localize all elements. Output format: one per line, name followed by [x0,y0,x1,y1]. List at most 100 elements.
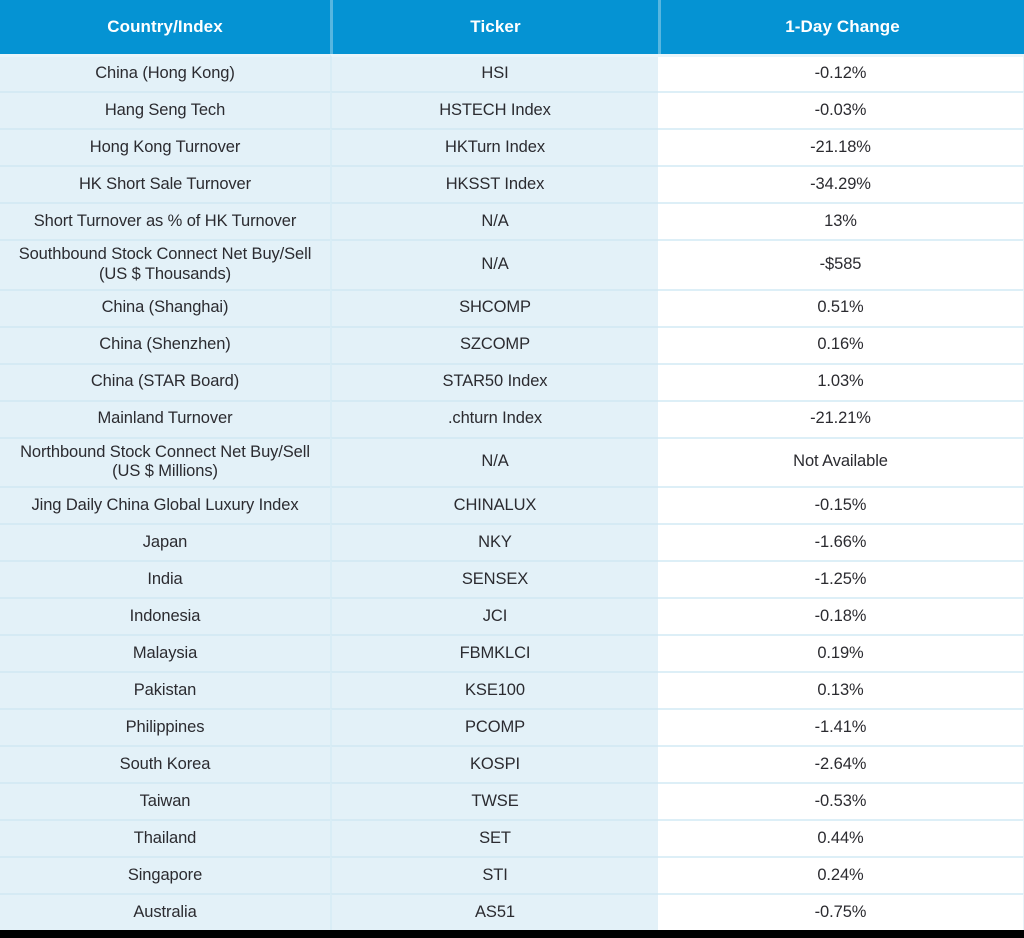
country-index-cell: Southbound Stock Connect Net Buy/Sell (U… [0,239,330,289]
change-cell: -0.18% [658,597,1024,635]
table-row-thailand: Thailand SET 0.44% [0,819,1024,857]
column-header-1-day-change: 1-Day Change [658,0,1024,54]
ticker-cell: .chturn Index [330,399,658,437]
table-row-hk-short-sale-turnover: HK Short Sale Turnover HKSST Index -34.2… [0,165,1024,202]
change-cell: 0.24% [658,856,1024,894]
country-index-cell: Jing Daily China Global Luxury Index [0,486,330,524]
ticker-cell: STI [330,856,658,894]
country-index-cell: China (Hong Kong) [0,54,330,91]
change-cell: 0.13% [658,671,1024,709]
country-index-cell: Pakistan [0,671,330,709]
ticker-cell: SZCOMP [330,325,658,363]
change-cell: 0.19% [658,634,1024,672]
change-cell: -0.12% [658,54,1024,91]
column-header-country-index: Country/Index [0,0,330,54]
ticker-cell: STAR50 Index [330,362,658,400]
ticker-cell: HKTurn Index [330,128,658,165]
ticker-cell: HKSST Index [330,165,658,202]
ticker-cell: N/A [330,436,658,487]
ticker-cell: HSI [330,54,658,91]
change-cell: -1.25% [658,560,1024,598]
ticker-cell: N/A [330,239,658,289]
country-index-cell: Hong Kong Turnover [0,128,330,165]
change-cell: -0.53% [658,782,1024,820]
country-index-cell: Australia [0,893,330,931]
table-row-taiwan: Taiwan TWSE -0.53% [0,782,1024,820]
table-row-singapore: Singapore STI 0.24% [0,856,1024,894]
change-cell: -34.29% [658,165,1024,202]
table-row-china-hong-kong: China (Hong Kong) HSI -0.12% [0,54,1024,91]
ticker-cell: TWSE [330,782,658,820]
table-row-northbound-connect: Northbound Stock Connect Net Buy/Sell (U… [0,436,1024,487]
table-row-china-star-board: China (STAR Board) STAR50 Index 1.03% [0,362,1024,400]
table-row-short-turnover-pct: Short Turnover as % of HK Turnover N/A 1… [0,202,1024,239]
table-row-indonesia: Indonesia JCI -0.18% [0,597,1024,635]
country-index-cell: Indonesia [0,597,330,635]
bottom-border-bar [0,930,1024,938]
country-index-cell: Northbound Stock Connect Net Buy/Sell (U… [0,436,330,487]
country-index-cell: China (Shenzhen) [0,325,330,363]
change-cell: -21.18% [658,128,1024,165]
table-header: Country/Index Ticker 1-Day Change [0,0,1024,54]
ticker-cell: N/A [330,202,658,239]
table-row-hang-seng-tech: Hang Seng Tech HSTECH Index -0.03% [0,91,1024,128]
ticker-cell: NKY [330,523,658,561]
table-row-pakistan: Pakistan KSE100 0.13% [0,671,1024,709]
country-index-cell: China (STAR Board) [0,362,330,400]
change-cell: 1.03% [658,362,1024,400]
change-cell: -2.64% [658,745,1024,783]
ticker-cell: KOSPI [330,745,658,783]
country-index-cell: South Korea [0,745,330,783]
change-cell: 0.51% [658,288,1024,326]
country-index-cell: Mainland Turnover [0,399,330,437]
table-row-south-korea: South Korea KOSPI -2.64% [0,745,1024,783]
country-index-cell: India [0,560,330,598]
ticker-cell: CHINALUX [330,486,658,524]
ticker-cell: SHCOMP [330,288,658,326]
change-cell: -0.75% [658,893,1024,931]
table-row-australia: Australia AS51 -0.75% [0,893,1024,931]
country-index-cell: Hang Seng Tech [0,91,330,128]
country-index-cell: Philippines [0,708,330,746]
column-header-ticker: Ticker [330,0,658,54]
country-index-cell: Japan [0,523,330,561]
ticker-cell: PCOMP [330,708,658,746]
country-index-cell: Thailand [0,819,330,857]
change-cell: 13% [658,202,1024,239]
table-row-china-shanghai: China (Shanghai) SHCOMP 0.51% [0,288,1024,326]
table-row-china-shenzhen: China (Shenzhen) SZCOMP 0.16% [0,325,1024,363]
header-row: Country/Index Ticker 1-Day Change [0,0,1024,54]
country-index-cell: Taiwan [0,782,330,820]
change-cell: -0.15% [658,486,1024,524]
change-cell: -1.66% [658,523,1024,561]
change-cell: 0.16% [658,325,1024,363]
ticker-cell: KSE100 [330,671,658,709]
country-index-cell: Malaysia [0,634,330,672]
table-row-hong-kong-turnover: Hong Kong Turnover HKTurn Index -21.18% [0,128,1024,165]
ticker-cell: HSTECH Index [330,91,658,128]
table-row-jing-daily-luxury: Jing Daily China Global Luxury Index CHI… [0,486,1024,524]
table-row-malaysia: Malaysia FBMKLCI 0.19% [0,634,1024,672]
change-cell: -1.41% [658,708,1024,746]
change-cell: Not Available [658,436,1024,487]
change-cell: -$585 [658,239,1024,289]
table-row-india: India SENSEX -1.25% [0,560,1024,598]
table-row-philippines: Philippines PCOMP -1.41% [0,708,1024,746]
ticker-cell: SET [330,819,658,857]
ticker-cell: SENSEX [330,560,658,598]
change-cell: -21.21% [658,399,1024,437]
country-index-cell: Singapore [0,856,330,894]
country-index-cell: China (Shanghai) [0,288,330,326]
table-body: China (Hong Kong) HSI -0.12% Hang Seng T… [0,54,1024,931]
change-cell: 0.44% [658,819,1024,857]
ticker-cell: JCI [330,597,658,635]
country-index-cell: Short Turnover as % of HK Turnover [0,202,330,239]
table-row-mainland-turnover: Mainland Turnover .chturn Index -21.21% [0,399,1024,437]
country-index-cell: HK Short Sale Turnover [0,165,330,202]
table-row-southbound-connect: Southbound Stock Connect Net Buy/Sell (U… [0,239,1024,289]
ticker-cell: AS51 [330,893,658,931]
change-cell: -0.03% [658,91,1024,128]
ticker-cell: FBMKLCI [330,634,658,672]
